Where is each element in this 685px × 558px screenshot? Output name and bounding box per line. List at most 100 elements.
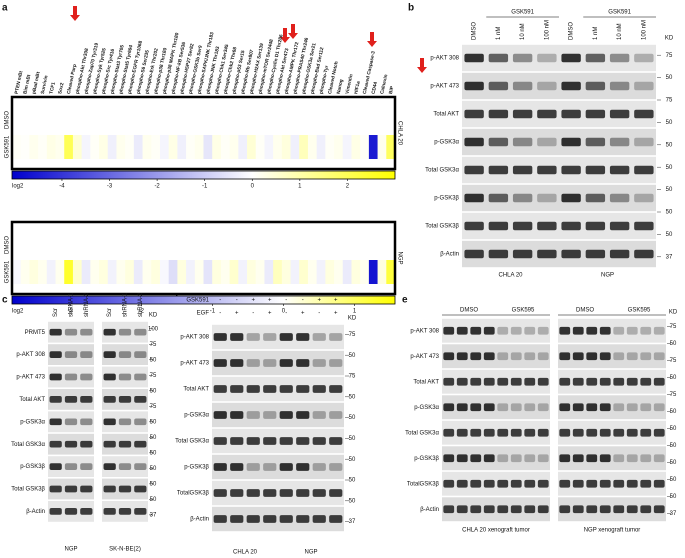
heatmap-cell — [212, 111, 222, 129]
heatmap-cell — [229, 236, 239, 254]
row-label: p-AKT 473 — [180, 361, 209, 367]
blot-band — [464, 53, 484, 63]
blot-band — [456, 479, 468, 488]
blot-band — [613, 479, 625, 488]
heatmap-cell — [238, 236, 248, 254]
heatmap-cell — [186, 111, 196, 129]
blot-band — [246, 411, 260, 419]
blot-band — [488, 165, 509, 175]
blot-band — [537, 193, 557, 203]
blot-band — [103, 396, 116, 403]
row-label: Total AKT — [413, 379, 439, 385]
blot-band — [572, 454, 584, 463]
blot-band — [626, 479, 638, 488]
blot-band — [572, 428, 584, 437]
blot-band — [609, 109, 630, 119]
column-label: Vimentin — [344, 74, 354, 95]
blot-band — [561, 193, 581, 203]
heatmap-cell — [116, 260, 126, 284]
heatmap-cell — [186, 135, 196, 159]
heatmap-cell — [142, 135, 152, 159]
blot-band — [572, 505, 584, 514]
blot-band — [456, 326, 468, 335]
heatmap-cell — [360, 135, 370, 159]
heatmap-cell — [133, 236, 143, 254]
heatmap-cell — [203, 111, 213, 129]
kd-marker: 100 — [148, 326, 159, 332]
condition-sign: - — [285, 311, 287, 317]
heatmap-cell — [307, 111, 317, 129]
blot-band — [230, 437, 244, 445]
blot-band — [464, 221, 484, 231]
heatmap-cell — [334, 111, 344, 129]
lane-label: DMSO — [472, 22, 478, 40]
heatmap-cell — [386, 236, 396, 254]
heatmap-cell — [186, 260, 196, 284]
blot-strip — [558, 344, 666, 369]
blot-band — [470, 428, 482, 437]
heatmap-cell — [212, 236, 222, 254]
row-label: Total AKT — [433, 112, 459, 118]
blot-band — [559, 403, 571, 412]
blot-band — [456, 377, 468, 386]
group-label: NGP — [304, 550, 317, 556]
row-label: Total GSK3α — [11, 442, 45, 448]
blot-band — [103, 463, 116, 470]
column-label: HIF1a — [353, 80, 362, 94]
blot-band — [279, 515, 293, 523]
heatmap-cell — [133, 260, 143, 284]
colorbar-tick-label: 1 — [353, 309, 357, 315]
blot-band — [585, 53, 606, 63]
kd-marker: 50 — [666, 120, 673, 126]
heatmap-cell — [12, 260, 22, 284]
blot-band — [524, 377, 536, 386]
heatmap-cell — [238, 111, 248, 129]
heatmap-cell — [264, 260, 274, 284]
blot-band — [483, 479, 495, 488]
blot-band — [524, 403, 536, 412]
arrow — [367, 32, 377, 47]
blot-band — [640, 326, 652, 335]
heatmap-cell — [351, 111, 361, 129]
blot-band — [537, 403, 549, 412]
heatmap-cell — [290, 111, 300, 129]
blot-band — [510, 377, 522, 386]
blot-band — [586, 428, 598, 437]
row-label: PRMT5 — [25, 330, 46, 336]
colorbar-tick-label: -4 — [59, 184, 65, 190]
condition-sign: + — [301, 311, 305, 317]
heatmap-cell — [229, 260, 239, 284]
row-label: Total AKT — [19, 397, 45, 403]
kd-marker: 50 — [150, 357, 157, 363]
blot-band — [640, 403, 652, 412]
condition-sign: - — [285, 298, 287, 304]
kd-marker: 75 — [670, 358, 677, 364]
blot-band — [246, 333, 260, 341]
blot-band — [634, 193, 654, 203]
blot-band — [329, 359, 343, 367]
heatmap-cell — [107, 135, 117, 159]
heatmap-cell — [290, 135, 300, 159]
heatmap-cell — [99, 260, 109, 284]
heatmap-cell — [273, 236, 283, 254]
kd-marker: 37 — [670, 511, 677, 517]
heatmap-cell — [342, 135, 352, 159]
lane-label: shRNA-2 — [138, 292, 144, 317]
heatmap-cell — [55, 260, 65, 284]
kd-marker: 50 — [349, 498, 356, 504]
row-label: Total AKT — [183, 387, 209, 393]
blot-band — [64, 440, 78, 448]
blot-band — [572, 352, 584, 361]
row-label: β-Actin — [26, 509, 45, 515]
heatmap-cell — [12, 236, 22, 254]
blot-band — [585, 109, 606, 119]
heatmap-cell — [281, 236, 291, 254]
blot-band — [230, 411, 244, 419]
blot-band — [312, 333, 326, 341]
blot-band — [524, 326, 536, 335]
blot-band — [279, 411, 293, 419]
blot-strip — [102, 321, 148, 343]
blot-band — [103, 373, 116, 381]
heatmap-cell — [212, 135, 222, 159]
row-label: p-GSK3α — [20, 419, 45, 425]
